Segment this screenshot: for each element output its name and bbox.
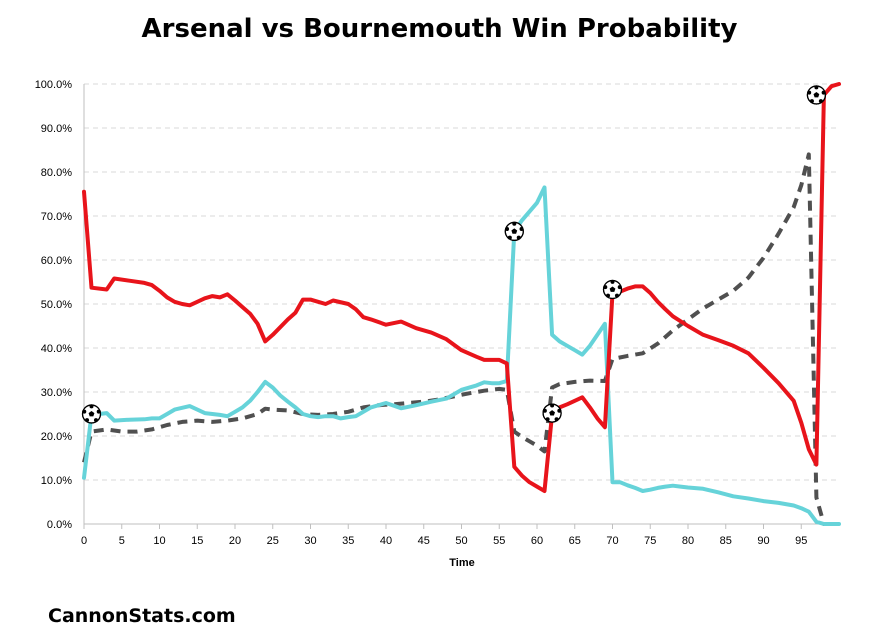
soccer-ball-icon <box>602 279 623 300</box>
x-tick-label: 30 <box>304 535 316 547</box>
x-tick-label: 25 <box>267 535 279 547</box>
x-tick-label: 45 <box>418 535 430 547</box>
x-tick-label: 65 <box>569 535 581 547</box>
y-tick-label: 80.0% <box>41 167 72 179</box>
watermark: CannonStats.com <box>48 605 236 627</box>
y-tick-label: 0.0% <box>47 519 72 531</box>
x-tick-label: 80 <box>682 535 694 547</box>
chart-title: Arsenal vs Bournemouth Win Probability <box>141 14 738 44</box>
x-tick-label: 60 <box>531 535 543 547</box>
x-axis-title: Time <box>449 557 474 569</box>
cyan-series-line <box>82 185 841 526</box>
y-tick-label: 50.0% <box>41 299 72 311</box>
soccer-ball-icon <box>806 85 827 105</box>
x-tick-label: 85 <box>720 535 732 547</box>
y-tick-label: 70.0% <box>41 211 72 223</box>
y-tick-label: 30.0% <box>41 387 72 399</box>
y-tick-label: 20.0% <box>41 431 72 443</box>
soccer-ball-icon <box>81 404 102 424</box>
red-series-line <box>82 82 841 493</box>
y-tick-label: 40.0% <box>41 343 72 355</box>
y-tick-label: 100.0% <box>35 79 73 91</box>
x-tick-label: 70 <box>606 535 618 547</box>
x-tick-label: 5 <box>119 535 125 547</box>
x-tick-label: 35 <box>342 535 354 547</box>
x-tick-label: 75 <box>644 535 656 547</box>
soccer-ball-icon <box>542 403 562 423</box>
y-axis-ticks: 0.0% 10.0% 20.0% 30.0% 40.0% 50.0% 60.0% 70.0% 8… <box>35 79 73 531</box>
soccer-ball-icon <box>504 221 524 241</box>
series-lines <box>82 82 841 526</box>
x-tick-label: 95 <box>795 535 807 547</box>
x-tick-label: 40 <box>380 535 392 547</box>
x-axis-ticks: 0 5 10 15 20 25 30 35 40 45 50 55 60 65 70 75 80 85 90 95 <box>81 524 807 547</box>
x-tick-label: 50 <box>455 535 467 547</box>
goal-markers <box>81 85 827 424</box>
x-tick-label: 20 <box>229 535 241 547</box>
y-tick-label: 60.0% <box>41 255 72 267</box>
x-tick-label: 15 <box>191 535 203 547</box>
x-tick-label: 55 <box>493 535 505 547</box>
draw-series-line <box>82 152 839 526</box>
y-tick-label: 90.0% <box>41 123 72 135</box>
y-tick-label: 10.0% <box>41 475 72 487</box>
x-tick-label: 10 <box>153 535 165 547</box>
x-tick-label: 0 <box>81 535 87 547</box>
x-tick-label: 90 <box>757 535 769 547</box>
